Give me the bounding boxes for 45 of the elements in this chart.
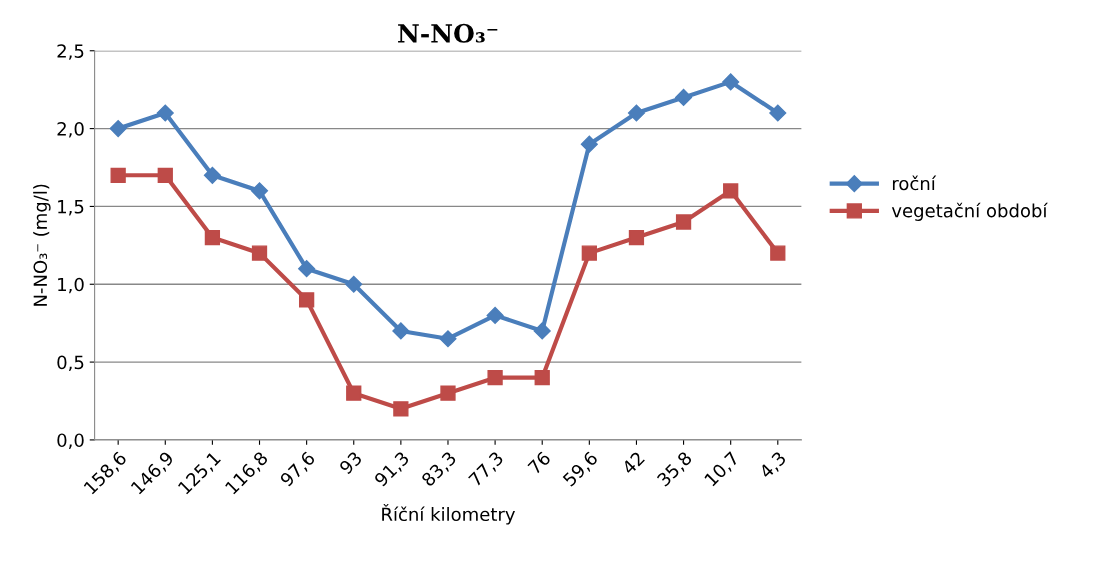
point (439, 330, 457, 348)
x-axis-title: Říční kilometry (382, 504, 515, 525)
point (251, 245, 268, 261)
y-tick-label: 0,5 (57, 355, 84, 372)
y-tick-label: 0,0 (57, 433, 84, 449)
y-tick-label: 1,5 (58, 200, 84, 216)
x-tick-label: 4,3 (758, 450, 788, 481)
point (203, 166, 221, 184)
y-axis-title: N-NO₃⁻ (mg/l) (33, 184, 51, 306)
point (486, 306, 504, 324)
point (675, 88, 693, 107)
x-tick-label: 93 (338, 450, 363, 475)
chart-title: N-NO₃⁻ (398, 23, 498, 43)
point (627, 104, 646, 122)
point (346, 385, 362, 401)
y-tick-label: 2,5 (57, 44, 84, 60)
x-tick-label: 42 (621, 451, 645, 475)
point (723, 183, 739, 199)
point (345, 275, 363, 293)
point (533, 322, 551, 340)
y-tick-label: 2,0 (57, 122, 84, 138)
point (157, 167, 173, 183)
y-tick-label: 1,0 (58, 277, 84, 294)
point (675, 214, 692, 230)
point (393, 401, 409, 417)
point (298, 292, 315, 308)
point (392, 322, 410, 340)
point (204, 229, 221, 246)
point (250, 182, 269, 200)
x-tick-label: 76 (527, 450, 552, 475)
point (722, 73, 740, 91)
point (628, 229, 645, 246)
point (581, 245, 597, 261)
point (298, 260, 316, 278)
legend-label: roční (892, 175, 937, 191)
point (156, 104, 174, 122)
point (580, 135, 598, 153)
point (440, 385, 456, 401)
legend-label: vegetační období (891, 202, 1048, 221)
point (110, 167, 126, 183)
point (487, 370, 503, 386)
point (534, 370, 550, 386)
point (769, 104, 787, 122)
point (109, 120, 127, 138)
point (770, 245, 786, 261)
